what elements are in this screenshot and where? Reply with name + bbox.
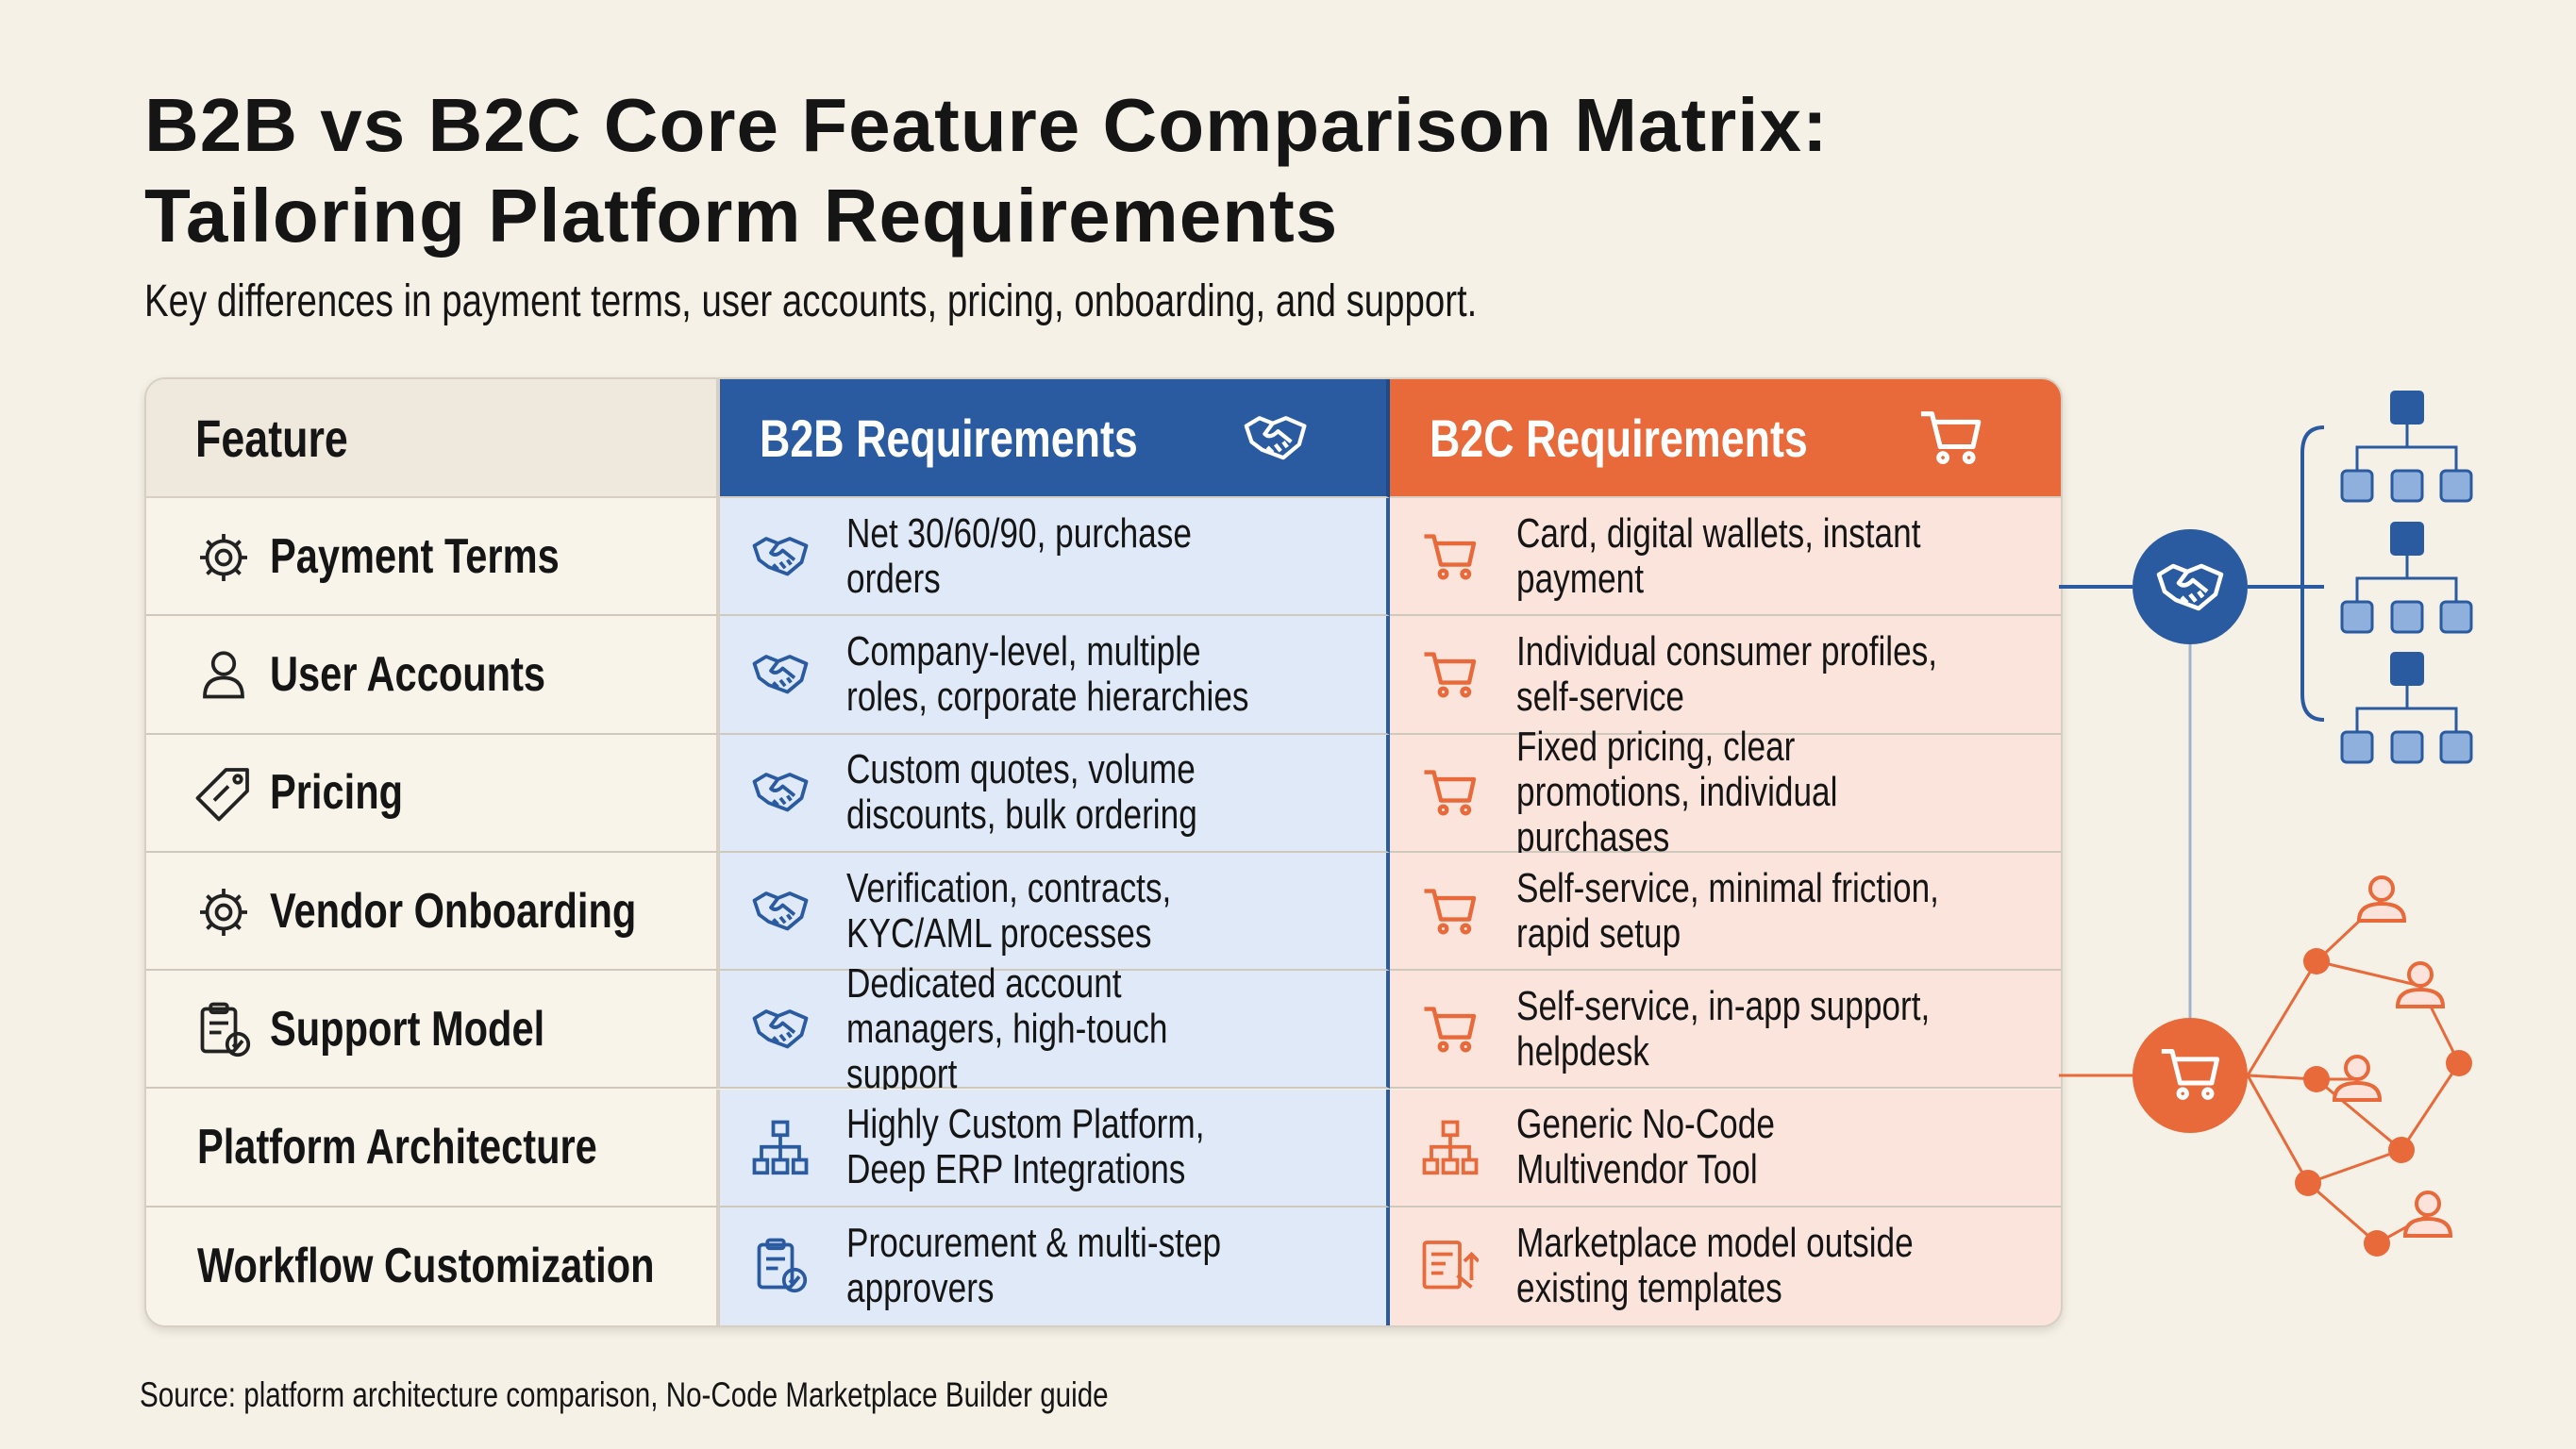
cell-text: Generic No-Code Multivendor Tool — [1516, 1101, 1775, 1193]
cell-text: Fixed pricing, clear promotions, individ… — [1516, 724, 1838, 861]
table-cell: Workflow Customization — [146, 1207, 720, 1325]
cell-text: Marketplace model outside existing templ… — [1516, 1220, 1914, 1312]
cell-text: Individual consumer profiles, self-servi… — [1516, 627, 1938, 720]
cell-text: Self-service, minimal friction, rapid se… — [1516, 864, 1939, 957]
row-icon — [752, 891, 809, 930]
subtitle: Key differences in payment terms, user a… — [144, 275, 1810, 327]
feature-name: Payment Terms — [270, 528, 560, 584]
source-text: Source: platform architecture comparison… — [140, 1375, 1109, 1414]
row-icon — [200, 1002, 251, 1057]
comparison-table: Feature B2B Requirements B2C Requirements P… — [144, 377, 2063, 1327]
side-diagram — [2059, 391, 2473, 1257]
header-cell: B2B Requirements — [720, 379, 1390, 498]
cart-badge — [2133, 1018, 2248, 1133]
row-icon — [1424, 533, 1477, 580]
table-cell: Self-service, in-app support, helpdesk — [1390, 971, 2061, 1090]
subtitle-text: Key differences in payment terms, user a… — [144, 276, 1478, 326]
header-cell: Feature — [146, 379, 720, 498]
cell-text: Highly Custom Platform, Deep ERP Integra… — [846, 1101, 1205, 1193]
cell-text: Company-level, multiple roles, corporate… — [846, 627, 1249, 720]
table-cell: Individual consumer profiles, self-servi… — [1390, 616, 2061, 735]
table-cell: Card, digital wallets, instant payment — [1390, 498, 2061, 617]
feature-name: Support Model — [270, 1001, 545, 1057]
cell-text: Card, digital wallets, instant payment — [1516, 509, 1921, 602]
row-icon — [1424, 888, 1477, 934]
feature-name: Vendor Onboarding — [270, 883, 637, 939]
row-icon — [200, 888, 247, 936]
cell-text: Self-service, in-app support, helpdesk — [1516, 982, 1931, 1074]
feature-name: Pricing — [270, 765, 404, 821]
source: Source: platform architecture comparison… — [140, 1375, 1350, 1415]
row-icon — [1424, 1007, 1477, 1053]
table-cell: Company-level, multiple roles, corporate… — [720, 616, 1390, 735]
header-icon — [1920, 411, 1982, 464]
table-cell: Dedicated account managers, high-touch s… — [720, 960, 1390, 1096]
header-text: Feature — [195, 408, 348, 468]
cell-text: Procurement & multi-step approvers — [846, 1220, 1222, 1312]
table-cell: Pricing — [146, 734, 720, 853]
table-cell: Fixed pricing, clear promotions, individ… — [1390, 724, 2061, 860]
row-icon — [1424, 770, 1477, 816]
row-icon — [1422, 1120, 1479, 1175]
row-icon — [752, 536, 809, 576]
table-cell: Marketplace model outside existing templ… — [1390, 1207, 2061, 1325]
cell-text: Custom quotes, volume discounts, bulk or… — [846, 746, 1197, 839]
row-icon — [1424, 652, 1477, 698]
cell-text: Verification, contracts, KYC/AML process… — [846, 864, 1172, 957]
header-text: B2B Requirements — [760, 408, 1138, 468]
table-cell: Generic No-Code Multivendor Tool — [1390, 1089, 2061, 1208]
row-icon — [195, 768, 249, 822]
feature-name: Workflow Customization — [197, 1239, 655, 1294]
header-text: B2C Requirements — [1430, 408, 1808, 468]
cell-text: Net 30/60/90, purchase orders — [846, 509, 1192, 602]
table-cell: Highly Custom Platform, Deep ERP Integra… — [720, 1089, 1390, 1208]
row-icon — [752, 1008, 809, 1049]
row-icon — [200, 533, 247, 581]
title-line: B2B vs B2C Core Feature Comparison Matri… — [144, 83, 1829, 167]
table-cell: Net 30/60/90, purchase orders — [720, 498, 1390, 617]
table-cell: Platform Architecture — [146, 1089, 720, 1208]
header-cell: B2C Requirements — [1390, 379, 2061, 498]
header-icon — [1244, 416, 1307, 460]
table-cell: Support Model — [146, 971, 720, 1090]
table-cell: Self-service, minimal friction, rapid se… — [1390, 852, 2061, 972]
org-trees — [2340, 391, 2473, 764]
feature-name: User Accounts — [270, 646, 546, 702]
table-cell: User Accounts — [146, 616, 720, 735]
table-cell: Procurement & multi-step approvers — [720, 1207, 1390, 1325]
row-icon — [203, 651, 244, 699]
row-icon — [752, 655, 809, 694]
table-cell: Verification, contracts, KYC/AML process… — [720, 852, 1390, 972]
handshake-badge — [2133, 529, 2248, 644]
row-icon — [752, 1120, 809, 1175]
title-line: Tailoring Platform Requirements — [144, 174, 1339, 258]
feature-name: Platform Architecture — [197, 1120, 597, 1175]
title: B2B vs B2C Core Feature Comparison Matri… — [144, 80, 1829, 261]
row-icon — [752, 773, 809, 812]
row-icon — [757, 1239, 808, 1293]
cell-text: Dedicated account managers, high-touch s… — [846, 959, 1168, 1097]
table-cell: Custom quotes, volume discounts, bulk or… — [720, 734, 1390, 853]
row-icon — [1422, 1241, 1479, 1290]
